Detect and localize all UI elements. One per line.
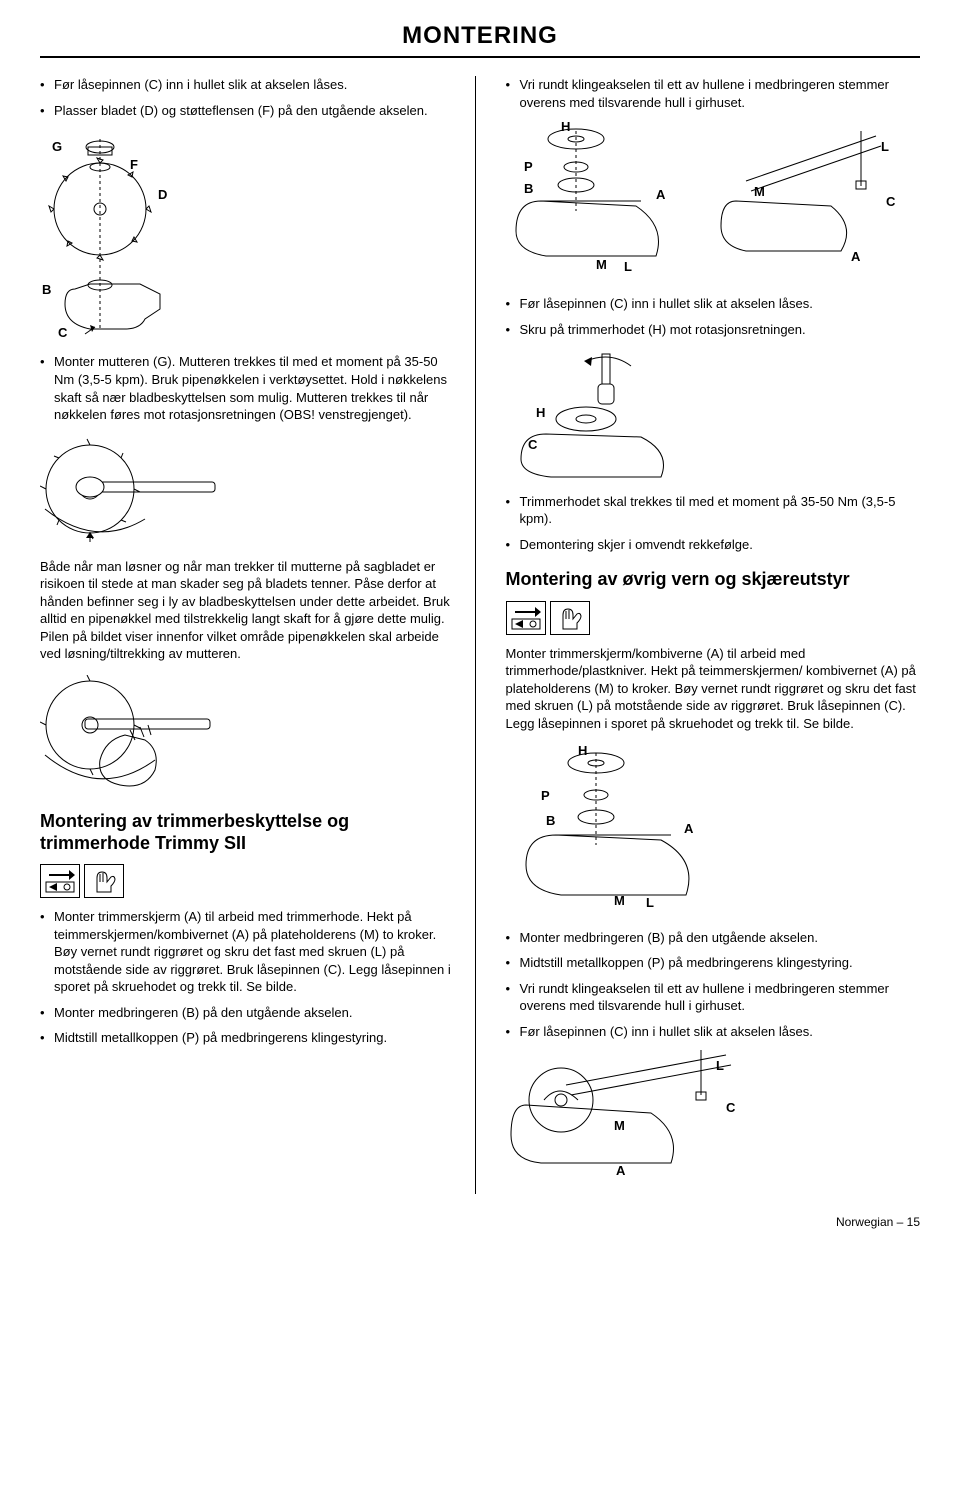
bullet-list: Monter medbringeren (B) på den utgående … xyxy=(506,929,921,1041)
label-F: F xyxy=(130,157,138,172)
label-C: C xyxy=(528,437,538,452)
diagram-hpba-ml: H P B A M L xyxy=(506,745,921,915)
label-H: H xyxy=(536,405,545,420)
icon-row xyxy=(506,601,921,635)
section-heading: Montering av trimmerbeskyttelse og trimm… xyxy=(40,811,455,854)
diagram-trimmer-guard: H P B A M L M L C A xyxy=(506,121,921,281)
list-item: Demontering skjer i omvendt rekkefølge. xyxy=(506,536,921,554)
paragraph: Monter trimmerskjerm/kombiverne (A) til … xyxy=(506,645,921,733)
diagram-blade-assembly: G F D B C xyxy=(40,129,455,339)
label-L: L xyxy=(624,259,632,274)
diagram-detail-mlca: M L C A xyxy=(506,1050,921,1180)
list-item: Monter trimmerskjerm (A) til arbeid med … xyxy=(40,908,455,996)
paragraph: Både når man løsner og når man trekker t… xyxy=(40,558,455,663)
label-D: D xyxy=(158,187,167,202)
list-item: Før låsepinnen (C) inn i hullet slik at … xyxy=(506,1023,921,1041)
bullet-list: Monter mutteren (G). Mutteren trekkes ti… xyxy=(40,353,455,423)
label-P: P xyxy=(524,159,533,174)
bullet-list: Monter trimmerskjerm (A) til arbeid med … xyxy=(40,908,455,1047)
icon-row xyxy=(40,864,455,898)
left-column: Før låsepinnen (C) inn i hullet slik at … xyxy=(40,76,476,1194)
list-item: Før låsepinnen (C) inn i hullet slik at … xyxy=(506,295,921,313)
page-footer: Norwegian – 15 xyxy=(40,1214,920,1230)
label-B: B xyxy=(42,282,51,297)
bullet-list: Før låsepinnen (C) inn i hullet slik at … xyxy=(506,295,921,338)
page-title: MONTERING xyxy=(40,20,920,58)
label-C: C xyxy=(58,325,68,339)
list-item: Vri rundt klingeakselen til ett av hulle… xyxy=(506,980,921,1015)
label-B: B xyxy=(546,813,555,828)
list-item: Monter mutteren (G). Mutteren trekkes ti… xyxy=(40,353,455,423)
list-item: Monter medbringeren (B) på den utgående … xyxy=(506,929,921,947)
label-H: H xyxy=(561,121,570,134)
label-M: M xyxy=(614,1118,625,1133)
list-item: Før låsepinnen (C) inn i hullet slik at … xyxy=(40,76,455,94)
section-heading: Montering av øvrig vern og skjæreutstyr xyxy=(506,569,921,591)
label-P: P xyxy=(541,788,550,803)
bullet-list: Vri rundt klingeakselen til ett av hulle… xyxy=(506,76,921,111)
label-L: L xyxy=(881,139,889,154)
arrow-icon xyxy=(506,601,546,635)
label-A: A xyxy=(656,187,666,202)
label-A: A xyxy=(851,249,861,264)
list-item: Plasser bladet (D) og støtteflensen (F) … xyxy=(40,102,455,120)
glove-icon xyxy=(84,864,124,898)
label-H: H xyxy=(578,745,587,758)
arrow-icon xyxy=(40,864,80,898)
bullet-list: Før låsepinnen (C) inn i hullet slik at … xyxy=(40,76,455,119)
diagram-wrench-blade-1 xyxy=(40,434,455,544)
list-item: Monter medbringeren (B) på den utgående … xyxy=(40,1004,455,1022)
label-A: A xyxy=(616,1163,626,1178)
label-G: G xyxy=(52,139,62,154)
diagram-wrench-hand xyxy=(40,675,455,795)
diagram-trimmer-head-hc: H C xyxy=(506,349,921,479)
label-C: C xyxy=(726,1100,736,1115)
list-item: Skru på trimmerhodet (H) mot rotasjonsre… xyxy=(506,321,921,339)
glove-icon xyxy=(550,601,590,635)
list-item: Midtstill metallkoppen (P) på medbringer… xyxy=(506,954,921,972)
label-A: A xyxy=(684,821,694,836)
label-C: C xyxy=(886,194,896,209)
label-M: M xyxy=(614,893,625,908)
list-item: Midtstill metallkoppen (P) på medbringer… xyxy=(40,1029,455,1047)
bullet-list: Trimmerhodet skal trekkes til med et mom… xyxy=(506,493,921,554)
two-column-layout: Før låsepinnen (C) inn i hullet slik at … xyxy=(40,76,920,1194)
label-L: L xyxy=(716,1058,724,1073)
right-column: Vri rundt klingeakselen til ett av hulle… xyxy=(506,76,921,1194)
list-item: Trimmerhodet skal trekkes til med et mom… xyxy=(506,493,921,528)
label-M: M xyxy=(596,257,607,272)
label-L: L xyxy=(646,895,654,910)
label-M: M xyxy=(754,184,765,199)
list-item: Vri rundt klingeakselen til ett av hulle… xyxy=(506,76,921,111)
label-B: B xyxy=(524,181,533,196)
